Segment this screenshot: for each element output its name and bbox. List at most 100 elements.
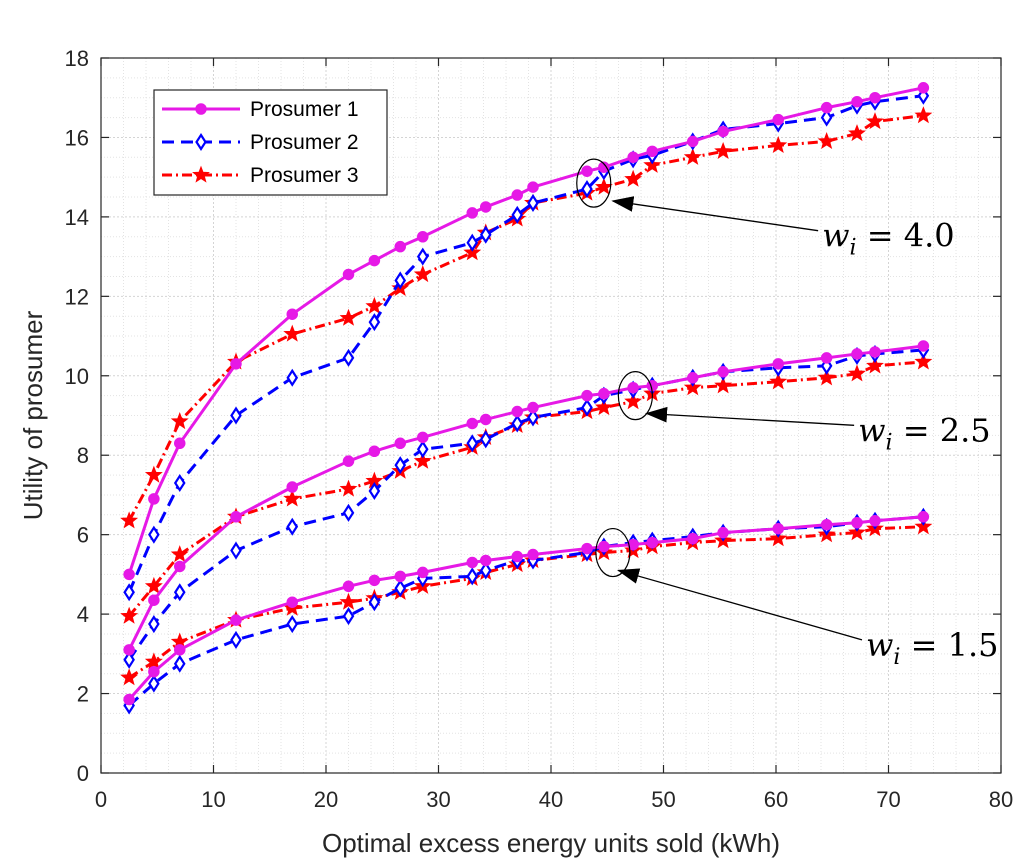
data-point (342, 580, 355, 593)
series-prosumer-1-w-4-0 (123, 82, 930, 581)
data-point (286, 517, 299, 536)
legend-item-prosumer-1: Prosumer 1 (162, 98, 359, 121)
legend-label: Prosumer 2 (250, 131, 359, 154)
data-point (466, 556, 478, 569)
data-point (527, 181, 539, 193)
data-point (144, 652, 163, 670)
data-point (598, 387, 610, 400)
x-tick-label: 20 (314, 787, 338, 812)
data-point (917, 340, 930, 352)
data-point (594, 177, 613, 195)
annotation-circle (595, 527, 631, 578)
data-point (173, 583, 186, 602)
data-point (769, 372, 788, 390)
data-point (368, 481, 381, 501)
y-tick-label: 14 (65, 205, 89, 230)
data-point (772, 113, 784, 126)
data-point (463, 243, 482, 261)
data-point (687, 135, 699, 148)
data-point (646, 145, 658, 158)
data-point (148, 615, 160, 634)
data-point (479, 561, 492, 580)
data-point (914, 106, 933, 124)
data-point (511, 550, 523, 563)
series-line (128, 525, 924, 679)
data-point (368, 593, 381, 612)
y-tick-label: 12 (65, 284, 89, 309)
data-point (466, 417, 478, 430)
data-point (687, 532, 699, 545)
data-point (527, 548, 539, 561)
data-point (527, 408, 539, 427)
data-point (394, 456, 407, 475)
data-point (230, 358, 242, 370)
data-point (627, 151, 639, 164)
annotation-w-1-5: wi = 1.5 (595, 527, 998, 670)
data-point (683, 147, 702, 165)
x-tick-label: 80 (989, 787, 1013, 812)
data-point (417, 231, 429, 243)
data-point (851, 517, 863, 529)
data-point (848, 124, 866, 142)
data-point (772, 358, 784, 370)
data-point (466, 434, 479, 453)
data-point (365, 296, 384, 314)
data-point (687, 372, 699, 384)
data-point (230, 630, 242, 649)
data-point (581, 165, 593, 177)
data-point (342, 607, 355, 626)
data-point (869, 91, 881, 104)
data-point (413, 451, 432, 469)
data-point (394, 437, 406, 450)
data-point (339, 479, 358, 497)
data-point (717, 366, 729, 378)
y-axis-title: Utility of prosumer (18, 310, 48, 520)
data-point (120, 511, 139, 529)
data-point (283, 489, 302, 507)
data-point (148, 594, 160, 606)
series-line (127, 114, 924, 522)
data-point (772, 522, 784, 535)
y-tick-label: 6 (77, 523, 89, 548)
data-point (148, 493, 160, 505)
axes: 0 10 20 30 40 50 60 70 80 0 2 4 6 8 10 12 14 16 18 (65, 46, 1014, 812)
x-tick-label: 70 (876, 787, 900, 812)
data-point (581, 398, 593, 417)
data-point (479, 430, 492, 449)
legend-label: Prosumer 1 (250, 98, 359, 121)
data-point (598, 540, 610, 553)
x-tick-label: 40 (539, 787, 563, 812)
annotation-w-2-5: wi = 2.5 (617, 371, 991, 455)
data-point (394, 570, 406, 583)
series-prosumer-1-w-1-5 (123, 511, 930, 706)
annotations: wi = 4.0 wi = 2.5 wi = 1.5 (576, 158, 998, 670)
data-point (148, 665, 160, 678)
x-tick-label: 30 (426, 787, 450, 812)
series-group-w-1-5 (120, 507, 933, 715)
data-point (598, 161, 610, 173)
y-tick-label: 10 (65, 364, 89, 389)
series-line (127, 86, 924, 575)
data-point (368, 574, 381, 587)
data-point (144, 465, 163, 483)
data-point (820, 352, 833, 364)
y-tick-label: 0 (77, 761, 89, 786)
data-point (416, 247, 429, 266)
data-point (123, 583, 135, 602)
data-point (466, 233, 479, 252)
legend: Prosumer 1 Prosumer 2 Prosumer 3 (153, 89, 388, 196)
data-point (394, 271, 407, 290)
data-point (851, 348, 863, 360)
data-point (394, 579, 407, 598)
data-point (820, 108, 833, 127)
data-point (368, 445, 381, 457)
legend-marker (192, 165, 210, 183)
data-point (848, 523, 866, 541)
data-point (417, 566, 429, 579)
data-point (174, 437, 186, 450)
annotation-circle (576, 158, 612, 208)
data-point (286, 615, 299, 634)
data-point (123, 568, 135, 581)
data-point (820, 101, 833, 114)
data-point (511, 414, 524, 433)
